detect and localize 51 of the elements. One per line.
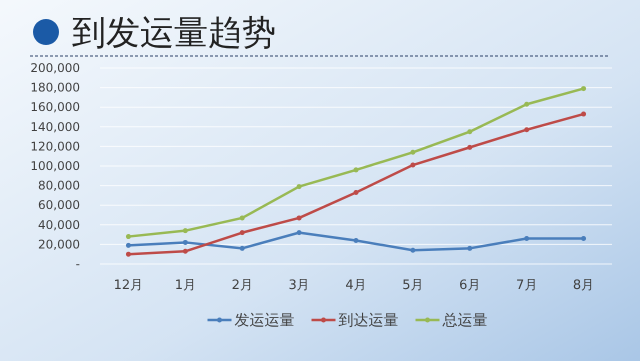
point [581, 236, 586, 242]
point [182, 240, 188, 245]
y-tick-label: 80,000 [38, 178, 80, 193]
point [581, 112, 586, 117]
point [410, 162, 416, 168]
x-tick-label: 7月 [516, 278, 538, 293]
point [126, 234, 131, 240]
point [410, 248, 416, 253]
point [467, 129, 472, 134]
point [240, 215, 245, 220]
y-tick-label: 40,000 [38, 218, 80, 232]
y-tick-label: 160,000 [30, 100, 80, 114]
point [467, 144, 472, 150]
y-tick-label: - [76, 257, 80, 271]
point [524, 236, 530, 242]
y-tick-label: 100,000 [30, 159, 80, 173]
point [296, 230, 302, 236]
x-tick-label: 5月 [402, 278, 424, 293]
x-tick-label: 8月 [572, 278, 594, 293]
point [240, 246, 245, 251]
point [240, 230, 245, 236]
legend-label: 发运运量 [234, 311, 294, 329]
y-tick-label: 180,000 [30, 80, 80, 95]
point [126, 252, 131, 257]
y-tick-label: 60,000 [38, 198, 80, 212]
point [354, 238, 358, 243]
x-tick-label: 3月 [288, 278, 310, 293]
y-tick-label: 140,000 [30, 120, 80, 134]
point [410, 150, 416, 155]
legend-label: 到达运量 [338, 311, 398, 329]
x-tick-label: 6月 [459, 278, 480, 293]
x-tick-label: 2月 [232, 278, 253, 293]
x-tick-label: 1月 [174, 278, 196, 293]
chart-title: 到发运量趋势 [72, 13, 276, 53]
point [524, 127, 530, 132]
x-tick-label: 4月 [345, 278, 367, 293]
point [182, 228, 188, 234]
point [354, 167, 358, 172]
point [581, 86, 586, 92]
y-tick-label: 120,000 [30, 139, 80, 154]
point [182, 248, 188, 254]
point [126, 242, 131, 248]
point [524, 102, 530, 107]
point [354, 190, 358, 195]
point [296, 215, 302, 220]
point [296, 184, 302, 190]
y-tick-label: 20,000 [38, 237, 80, 252]
legend-label: 总运量 [442, 311, 488, 329]
x-tick-label: 12月 [114, 278, 144, 293]
y-tick-label: 200,000 [30, 61, 80, 75]
point [467, 246, 472, 251]
